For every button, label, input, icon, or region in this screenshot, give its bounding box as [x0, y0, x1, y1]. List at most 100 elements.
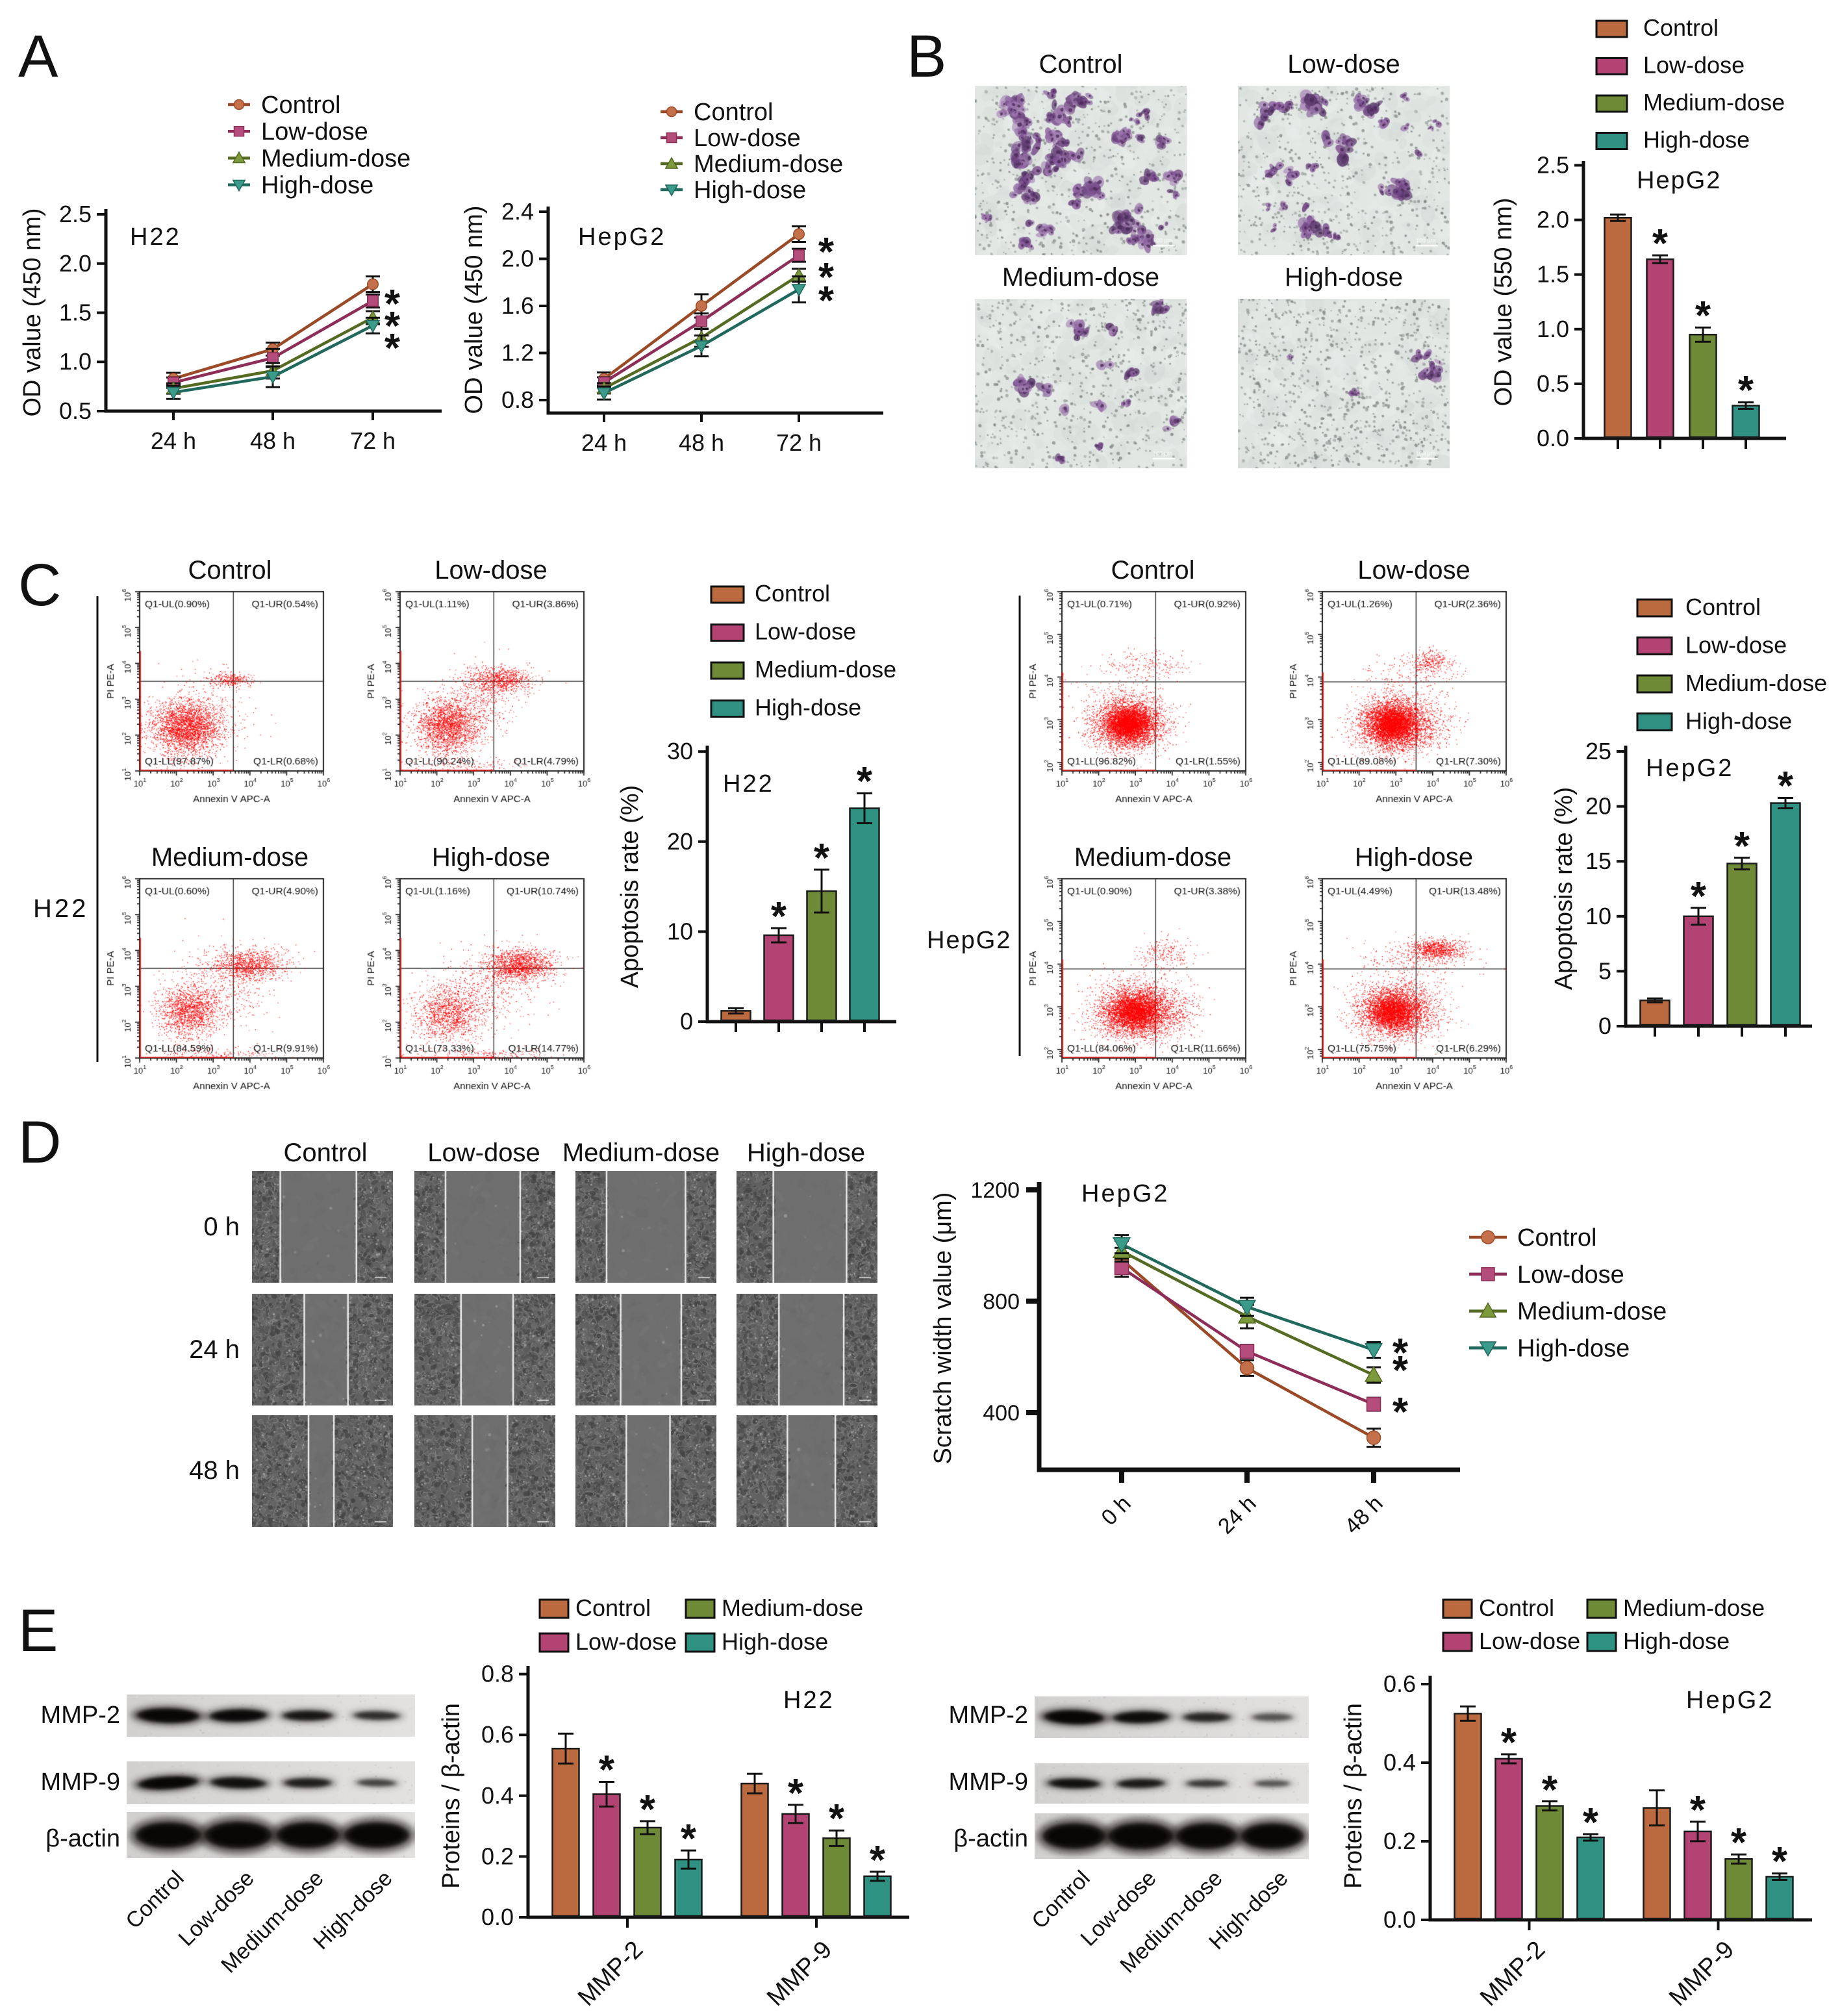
svg-text:Control: Control [1039, 50, 1123, 79]
svg-text:β-actin: β-actin [953, 1825, 1028, 1852]
svg-text:0.5: 0.5 [59, 397, 92, 424]
svg-text:15: 15 [1585, 848, 1611, 874]
svg-text:*: * [788, 1771, 804, 1816]
svg-text:0.0: 0.0 [1537, 425, 1569, 451]
svg-text:72 h: 72 h [350, 427, 396, 454]
svg-text:Low-dose: Low-dose [1643, 52, 1745, 79]
svg-text:H22: H22 [33, 894, 88, 923]
svg-text:0.6: 0.6 [1383, 1670, 1416, 1697]
svg-text:High-dose: High-dose [432, 843, 550, 872]
svg-text:*: * [1738, 368, 1754, 413]
svg-text:Scratch width value (μm): Scratch width value (μm) [929, 1192, 957, 1465]
svg-text:24 h: 24 h [189, 1335, 240, 1364]
svg-text:C: C [18, 552, 61, 618]
svg-text:Low-dose: Low-dose [1517, 1261, 1624, 1289]
svg-text:*: * [384, 282, 401, 327]
svg-text:D: D [18, 1109, 61, 1176]
svg-text:0 h: 0 h [1096, 1491, 1135, 1530]
svg-text:1.5: 1.5 [59, 299, 92, 326]
svg-text:HepG2: HepG2 [1686, 1687, 1774, 1714]
svg-text:Apoptosis rate (%): Apoptosis rate (%) [616, 785, 644, 989]
svg-text:Control: Control [1479, 1594, 1554, 1621]
svg-text:0 h: 0 h [203, 1213, 240, 1241]
svg-text:*: * [870, 1838, 886, 1883]
svg-text:*: * [1731, 1821, 1747, 1865]
svg-text:Control: Control [1517, 1224, 1597, 1252]
svg-text:*: * [1542, 1768, 1558, 1813]
svg-text:OD value (450 nm): OD value (450 nm) [19, 208, 46, 416]
svg-text:Low-dose: Low-dose [1685, 632, 1787, 659]
svg-text:*: * [1652, 221, 1669, 266]
svg-text:Control: Control [188, 556, 272, 585]
svg-text:E: E [18, 1598, 58, 1664]
svg-text:Apoptosis rate (%): Apoptosis rate (%) [1550, 787, 1578, 990]
svg-text:Medium-dose: Medium-dose [261, 145, 410, 172]
svg-text:*: * [384, 304, 401, 349]
svg-text:*: * [640, 1787, 656, 1832]
svg-text:1.5: 1.5 [1537, 261, 1569, 288]
svg-text:High-dose: High-dose [1517, 1335, 1630, 1362]
svg-text:H22: H22 [783, 1687, 835, 1714]
svg-text:Medium-dose: Medium-dose [1643, 89, 1785, 116]
svg-text:B: B [907, 23, 946, 90]
svg-text:10: 10 [1585, 903, 1611, 929]
svg-text:*: * [1691, 874, 1707, 919]
svg-text:2.0: 2.0 [501, 246, 534, 272]
svg-text:Proteins / β-actin: Proteins / β-actin [438, 1703, 465, 1889]
svg-text:High-dose: High-dose [1355, 843, 1473, 872]
svg-text:30: 30 [667, 738, 693, 764]
svg-text:Low-dose: Low-dose [435, 556, 547, 585]
svg-text:400: 400 [983, 1401, 1020, 1426]
svg-text:0.5: 0.5 [1537, 370, 1569, 397]
svg-text:H22: H22 [130, 223, 181, 251]
svg-text:MMP-2: MMP-2 [573, 1936, 648, 2011]
svg-text:*: * [384, 326, 401, 371]
svg-text:High-dose: High-dose [694, 177, 806, 204]
svg-text:0: 0 [680, 1008, 693, 1035]
svg-text:Control: Control [121, 1866, 188, 1934]
svg-text:0.0: 0.0 [481, 1904, 514, 1930]
svg-text:Medium-dose: Medium-dose [1002, 263, 1159, 292]
svg-text:Control: Control [694, 99, 774, 126]
svg-text:High-dose: High-dose [1285, 263, 1403, 292]
svg-text:10: 10 [667, 918, 693, 944]
svg-text:0.2: 0.2 [1383, 1828, 1416, 1854]
svg-text:Control: Control [1685, 594, 1761, 620]
svg-text:Medium-dose: Medium-dose [1623, 1594, 1765, 1621]
svg-text:Control: Control [1027, 1866, 1094, 1934]
svg-text:Medium-dose: Medium-dose [755, 656, 896, 683]
svg-text:MMP-9: MMP-9 [1664, 1936, 1739, 2011]
svg-text:*: * [818, 255, 835, 300]
svg-text:*: * [1583, 1800, 1599, 1845]
svg-text:MMP-9: MMP-9 [949, 1769, 1028, 1796]
svg-text:HepG2: HepG2 [1646, 755, 1733, 782]
svg-text:HepG2: HepG2 [578, 223, 666, 251]
svg-text:1.2: 1.2 [501, 340, 534, 366]
svg-text:*: * [818, 279, 835, 323]
svg-text:MMP-2: MMP-2 [949, 1702, 1028, 1729]
svg-text:Control: Control [575, 1594, 651, 1621]
svg-text:24 h: 24 h [581, 429, 627, 456]
svg-text:MMP-9: MMP-9 [41, 1769, 120, 1796]
svg-text:0.8: 0.8 [481, 1661, 514, 1687]
svg-text:*: * [771, 894, 787, 939]
svg-text:*: * [1393, 1331, 1409, 1376]
svg-text:0.2: 0.2 [481, 1843, 514, 1869]
svg-text:High-dose: High-dose [747, 1139, 865, 1167]
svg-text:MMP-2: MMP-2 [41, 1702, 120, 1729]
svg-text:Medium-dose: Medium-dose [151, 843, 309, 872]
svg-text:24 h: 24 h [1213, 1491, 1261, 1539]
svg-text:High-dose: High-dose [261, 172, 373, 199]
svg-text:*: * [1695, 294, 1711, 338]
svg-text:Control: Control [284, 1139, 368, 1167]
svg-text:2.5: 2.5 [59, 201, 92, 227]
svg-text:2.5: 2.5 [1537, 152, 1569, 179]
svg-text:*: * [1501, 1720, 1517, 1765]
svg-text:Medium-dose: Medium-dose [1685, 670, 1827, 696]
svg-text:HepG2: HepG2 [1081, 1180, 1169, 1207]
svg-text:Low-dose: Low-dose [694, 125, 801, 152]
svg-text:Low-dose: Low-dose [575, 1628, 677, 1655]
svg-text:2.4: 2.4 [501, 198, 534, 225]
svg-text:1.6: 1.6 [501, 292, 534, 319]
svg-text:25: 25 [1585, 738, 1611, 764]
